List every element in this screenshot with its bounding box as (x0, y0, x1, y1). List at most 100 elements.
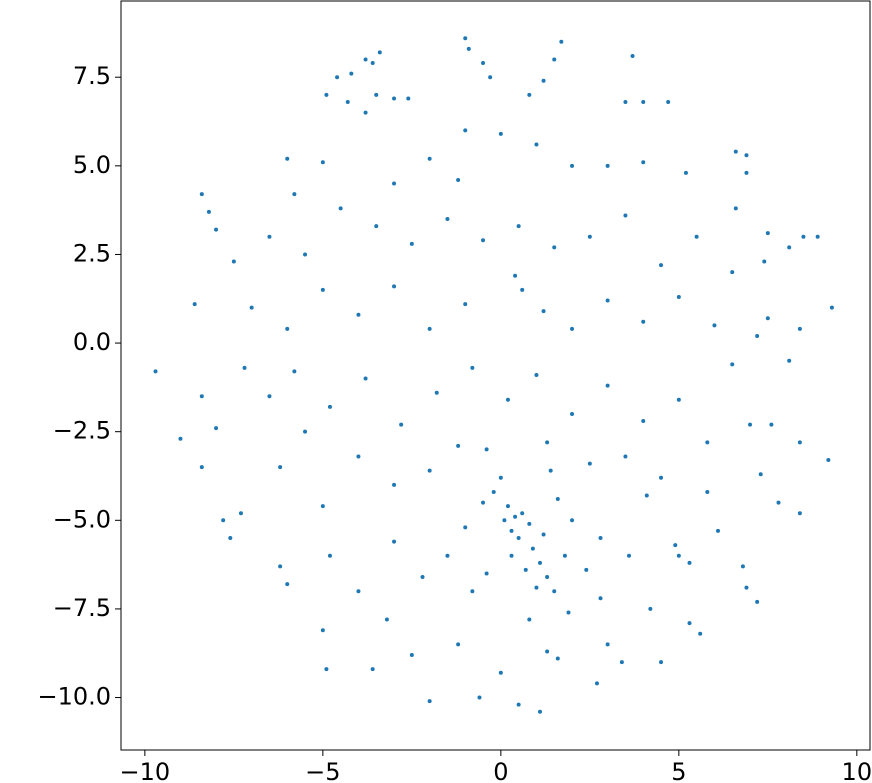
point (303, 429, 308, 434)
point (530, 546, 535, 551)
y-tick-label: −5.0 (53, 505, 111, 533)
point (392, 284, 397, 289)
point (534, 585, 539, 590)
point (427, 699, 432, 704)
point (178, 436, 183, 441)
point (445, 553, 450, 558)
point (199, 192, 204, 197)
point (829, 305, 834, 310)
point (384, 617, 389, 622)
point (192, 302, 197, 307)
point (320, 287, 325, 292)
point (623, 213, 628, 218)
point (513, 273, 518, 278)
point (324, 92, 329, 97)
point (797, 511, 802, 516)
point (377, 50, 382, 55)
point (744, 153, 749, 158)
point (505, 397, 510, 402)
point (562, 553, 567, 558)
point (765, 316, 770, 321)
point (477, 695, 482, 700)
point (363, 110, 368, 115)
point (488, 75, 493, 80)
point (598, 596, 603, 601)
point (541, 78, 546, 83)
point (363, 376, 368, 381)
point (676, 553, 681, 558)
point (537, 560, 542, 565)
point (285, 156, 290, 161)
point (698, 631, 703, 636)
y-tick-label: 0.0 (73, 328, 111, 356)
point (370, 61, 375, 66)
point (587, 234, 592, 239)
point (409, 653, 414, 658)
x-tick-label: 10 (842, 758, 872, 783)
point (744, 585, 749, 590)
point (730, 362, 735, 367)
point (470, 365, 475, 370)
point (755, 599, 760, 604)
point (687, 621, 692, 626)
point (644, 493, 649, 498)
point (545, 575, 550, 580)
point (228, 536, 233, 541)
point (659, 475, 664, 480)
point (541, 532, 546, 537)
point (559, 39, 564, 44)
point (744, 170, 749, 175)
point (797, 326, 802, 331)
point (705, 489, 710, 494)
point (545, 440, 550, 445)
point (548, 468, 553, 473)
point (762, 259, 767, 264)
point (466, 46, 471, 51)
point (826, 458, 831, 463)
point (552, 589, 557, 594)
point (683, 170, 688, 175)
point (630, 53, 635, 58)
point (399, 422, 404, 427)
point (434, 390, 439, 395)
point (516, 702, 521, 707)
point (765, 231, 770, 236)
point (733, 206, 738, 211)
point (285, 326, 290, 331)
point (481, 238, 486, 243)
point (206, 209, 211, 214)
point (406, 96, 411, 101)
point (278, 465, 283, 470)
y-tick-label: −10.0 (37, 683, 111, 711)
plot-frame (120, 0, 871, 751)
point (320, 504, 325, 509)
point (641, 419, 646, 424)
point (619, 660, 624, 665)
point (715, 528, 720, 533)
point (516, 224, 521, 229)
point (733, 149, 738, 154)
point (463, 36, 468, 41)
point (527, 521, 532, 526)
point (659, 263, 664, 268)
point (623, 100, 628, 105)
point (641, 319, 646, 324)
point (801, 234, 806, 239)
point (527, 92, 532, 97)
point (199, 394, 204, 399)
point (409, 241, 414, 246)
point (484, 571, 489, 576)
point (552, 57, 557, 62)
point (758, 472, 763, 477)
point (509, 528, 514, 533)
point (584, 567, 589, 572)
point (335, 75, 340, 80)
point (755, 333, 760, 338)
point (214, 426, 219, 431)
point (463, 525, 468, 530)
point (374, 224, 379, 229)
point (463, 302, 468, 307)
point (673, 543, 678, 548)
